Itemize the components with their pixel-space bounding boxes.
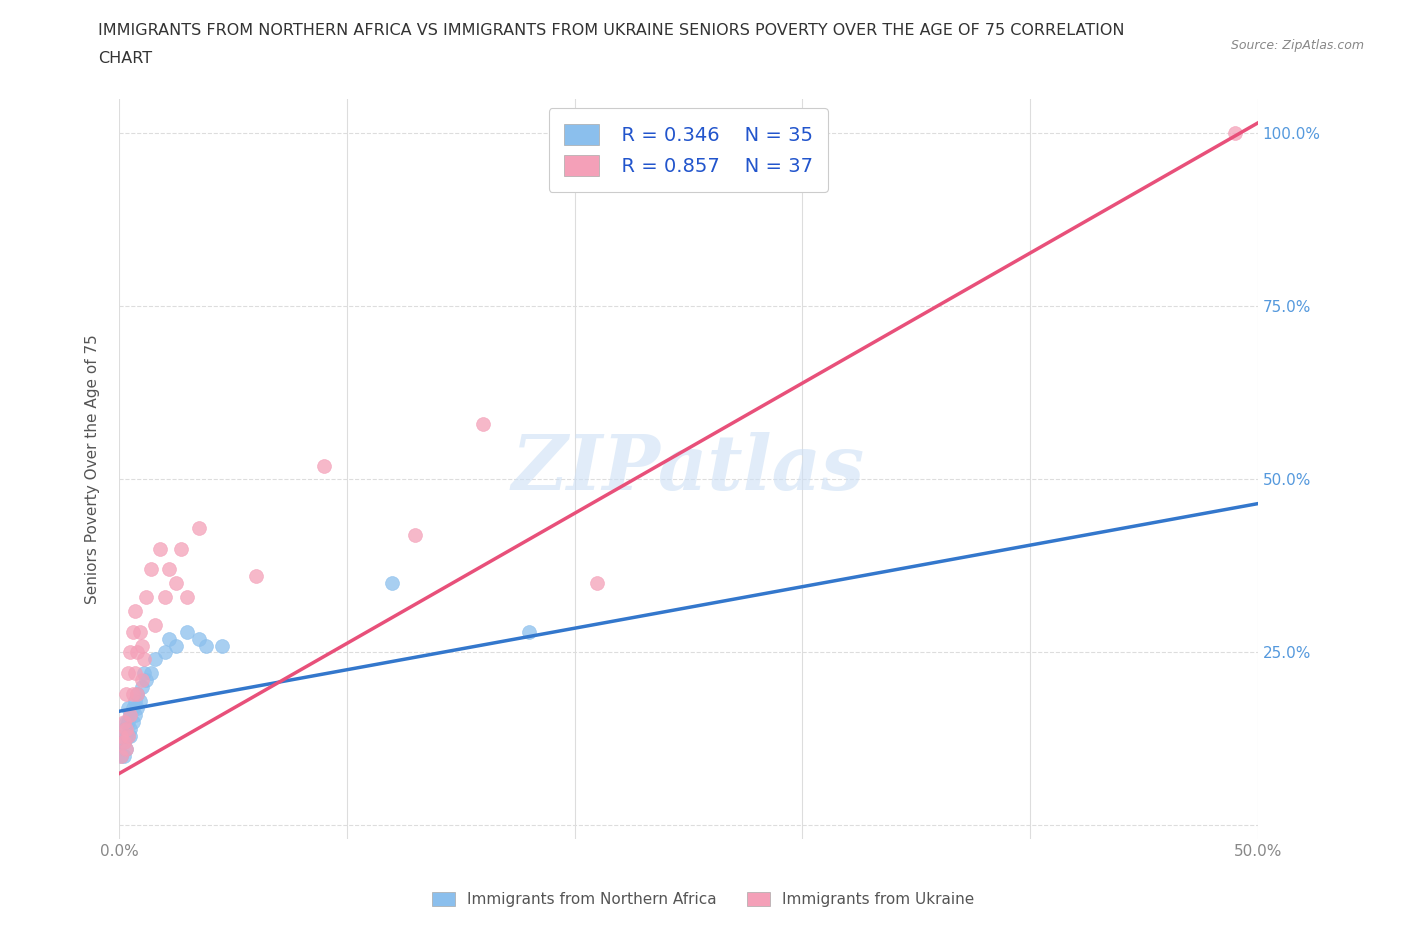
Point — [211, 638, 233, 653]
Point — [110, 728, 132, 743]
Point — [157, 562, 180, 577]
Point — [115, 714, 138, 729]
Point — [120, 728, 142, 743]
Point — [127, 700, 149, 715]
Point — [115, 728, 138, 743]
Point — [110, 749, 132, 764]
Point — [112, 749, 135, 764]
Point — [165, 638, 187, 653]
Point — [112, 714, 135, 729]
Point — [517, 624, 540, 639]
Point — [135, 590, 157, 604]
Point — [117, 714, 139, 729]
Point — [312, 458, 335, 473]
Point — [586, 576, 609, 591]
Point — [153, 590, 176, 604]
Point — [194, 638, 217, 653]
Point — [472, 417, 495, 432]
Point — [127, 686, 149, 701]
Legend: Immigrants from Northern Africa, Immigrants from Ukraine: Immigrants from Northern Africa, Immigra… — [426, 885, 980, 913]
Point — [153, 645, 176, 660]
Point — [124, 708, 146, 723]
Point — [110, 749, 132, 764]
Point — [187, 631, 209, 646]
Point — [117, 728, 139, 743]
Point — [124, 604, 146, 618]
Point — [127, 645, 149, 660]
Point — [112, 721, 135, 736]
Point — [135, 672, 157, 687]
Point — [120, 708, 142, 723]
Point — [131, 680, 153, 695]
Point — [145, 652, 167, 667]
Point — [139, 666, 162, 681]
Legend:   R = 0.346    N = 35,   R = 0.857    N = 37: R = 0.346 N = 35, R = 0.857 N = 37 — [548, 109, 828, 192]
Point — [121, 686, 143, 701]
Point — [149, 541, 172, 556]
Point — [132, 652, 155, 667]
Point — [115, 742, 138, 757]
Y-axis label: Seniors Poverty Over the Age of 75: Seniors Poverty Over the Age of 75 — [86, 334, 100, 604]
Point — [110, 735, 132, 750]
Point — [117, 728, 139, 743]
Text: Source: ZipAtlas.com: Source: ZipAtlas.com — [1230, 39, 1364, 52]
Text: IMMIGRANTS FROM NORTHERN AFRICA VS IMMIGRANTS FROM UKRAINE SENIORS POVERTY OVER : IMMIGRANTS FROM NORTHERN AFRICA VS IMMIG… — [98, 23, 1125, 38]
Point — [121, 714, 143, 729]
Text: ZIPatlas: ZIPatlas — [512, 432, 865, 506]
Point — [127, 686, 149, 701]
Point — [115, 742, 138, 757]
Point — [157, 631, 180, 646]
Point — [117, 666, 139, 681]
Point — [112, 735, 135, 750]
Point — [112, 735, 135, 750]
Point — [245, 569, 267, 584]
Point — [128, 694, 150, 709]
Point — [1223, 126, 1246, 140]
Point — [115, 686, 138, 701]
Point — [124, 666, 146, 681]
Point — [120, 645, 142, 660]
Text: CHART: CHART — [98, 51, 152, 66]
Point — [121, 700, 143, 715]
Point — [187, 521, 209, 536]
Point — [176, 590, 198, 604]
Point — [165, 576, 187, 591]
Point — [169, 541, 191, 556]
Point — [381, 576, 404, 591]
Point — [176, 624, 198, 639]
Point — [124, 694, 146, 709]
Point — [115, 721, 138, 736]
Point — [121, 624, 143, 639]
Point — [132, 666, 155, 681]
Point — [117, 700, 139, 715]
Point — [120, 708, 142, 723]
Point — [145, 618, 167, 632]
Point — [131, 638, 153, 653]
Point — [120, 721, 142, 736]
Point — [131, 672, 153, 687]
Point — [404, 527, 426, 542]
Point — [128, 624, 150, 639]
Point — [139, 562, 162, 577]
